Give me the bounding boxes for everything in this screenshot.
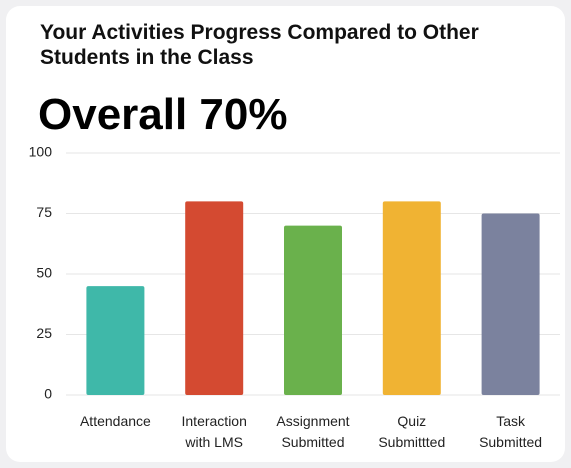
chart: 0 25 50 75 100: [29, 144, 560, 402]
y-tick-label: 100: [29, 144, 53, 160]
chart-title: Your Activities Progress Compared to Oth…: [40, 21, 479, 69]
bar: [481, 213, 540, 395]
bar: [86, 286, 145, 395]
x-tick-label: Assignment Submitted: [276, 413, 350, 450]
y-tick-label: 0: [44, 386, 52, 402]
x-tick-label: Task Submitted: [479, 413, 543, 450]
y-tick-label: 50: [36, 265, 52, 281]
x-tick-label: Attendance: [79, 413, 151, 429]
bar: [382, 201, 441, 395]
y-tick-label: 75: [36, 204, 52, 220]
y-tick-label: 25: [36, 325, 52, 341]
x-tick-label: Interaction with LMS: [181, 413, 247, 450]
bar: [185, 201, 244, 395]
bar: [284, 225, 342, 395]
card: Your Activities Progress Compared to Oth…: [6, 6, 565, 462]
chart-subtitle: Overall 70%: [38, 90, 288, 139]
x-tick-label: Quiz Submittted: [378, 413, 446, 450]
